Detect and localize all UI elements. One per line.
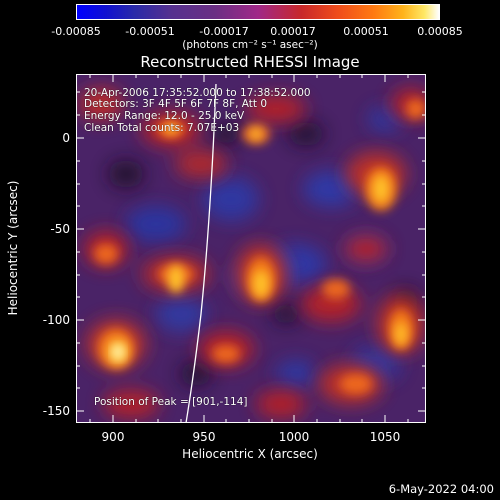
colorbar-tick-label: -0.00085: [51, 25, 101, 38]
detectors-annotation: Detectors: 3F 4F 5F 6F 7F 8F, Att 0: [84, 98, 268, 110]
rhessi-image-plot: 20-Apr-2006 17:35:52.000 to 17:38:52.000…: [76, 74, 426, 423]
solar-limb-line: [185, 83, 217, 423]
y-axis-label: Heliocentric Y (arcsec): [6, 180, 20, 316]
colorbar-tick-label: -0.00017: [199, 25, 249, 38]
y-tick-label: -100: [42, 313, 70, 327]
y-tick-label: -150: [42, 404, 70, 418]
x-tick-label: 1000: [278, 430, 310, 444]
colorbar: [76, 4, 440, 20]
colorbar-tick-label: 0.00051: [343, 25, 389, 38]
x-tick-label: 1050: [369, 430, 401, 444]
rhessi-image-map: [76, 74, 426, 423]
peak-position-annotation: Position of Peak = [901,-114]: [94, 396, 248, 408]
plot-title: Reconstructed RHESSI Image: [140, 53, 360, 71]
footer-date: 6-May-2022 04:00: [388, 482, 494, 496]
colorbar-units: (photons cm⁻² s⁻¹ asec⁻²): [182, 39, 318, 51]
y-tick-label: 0: [62, 131, 70, 145]
x-axis-label: Heliocentric X (arcsec): [182, 447, 318, 461]
x-tick-label: 950: [192, 430, 216, 444]
peak-highlight: [113, 346, 123, 358]
clean-counts-annotation: Clean Total counts: 7.07E+03: [84, 122, 240, 134]
colorbar-tick-label: 0.00017: [270, 25, 316, 38]
energy-range-annotation: Energy Range: 12.0 - 25.0 keV: [84, 110, 245, 122]
colorbar-tick-label: 0.00085: [417, 25, 463, 38]
colorbar-tick-label: -0.00051: [125, 25, 175, 38]
time-range-annotation: 20-Apr-2006 17:35:52.000 to 17:38:52.000: [84, 87, 311, 99]
y-tick-label: -50: [50, 222, 70, 236]
x-tick-label: 900: [101, 430, 125, 444]
